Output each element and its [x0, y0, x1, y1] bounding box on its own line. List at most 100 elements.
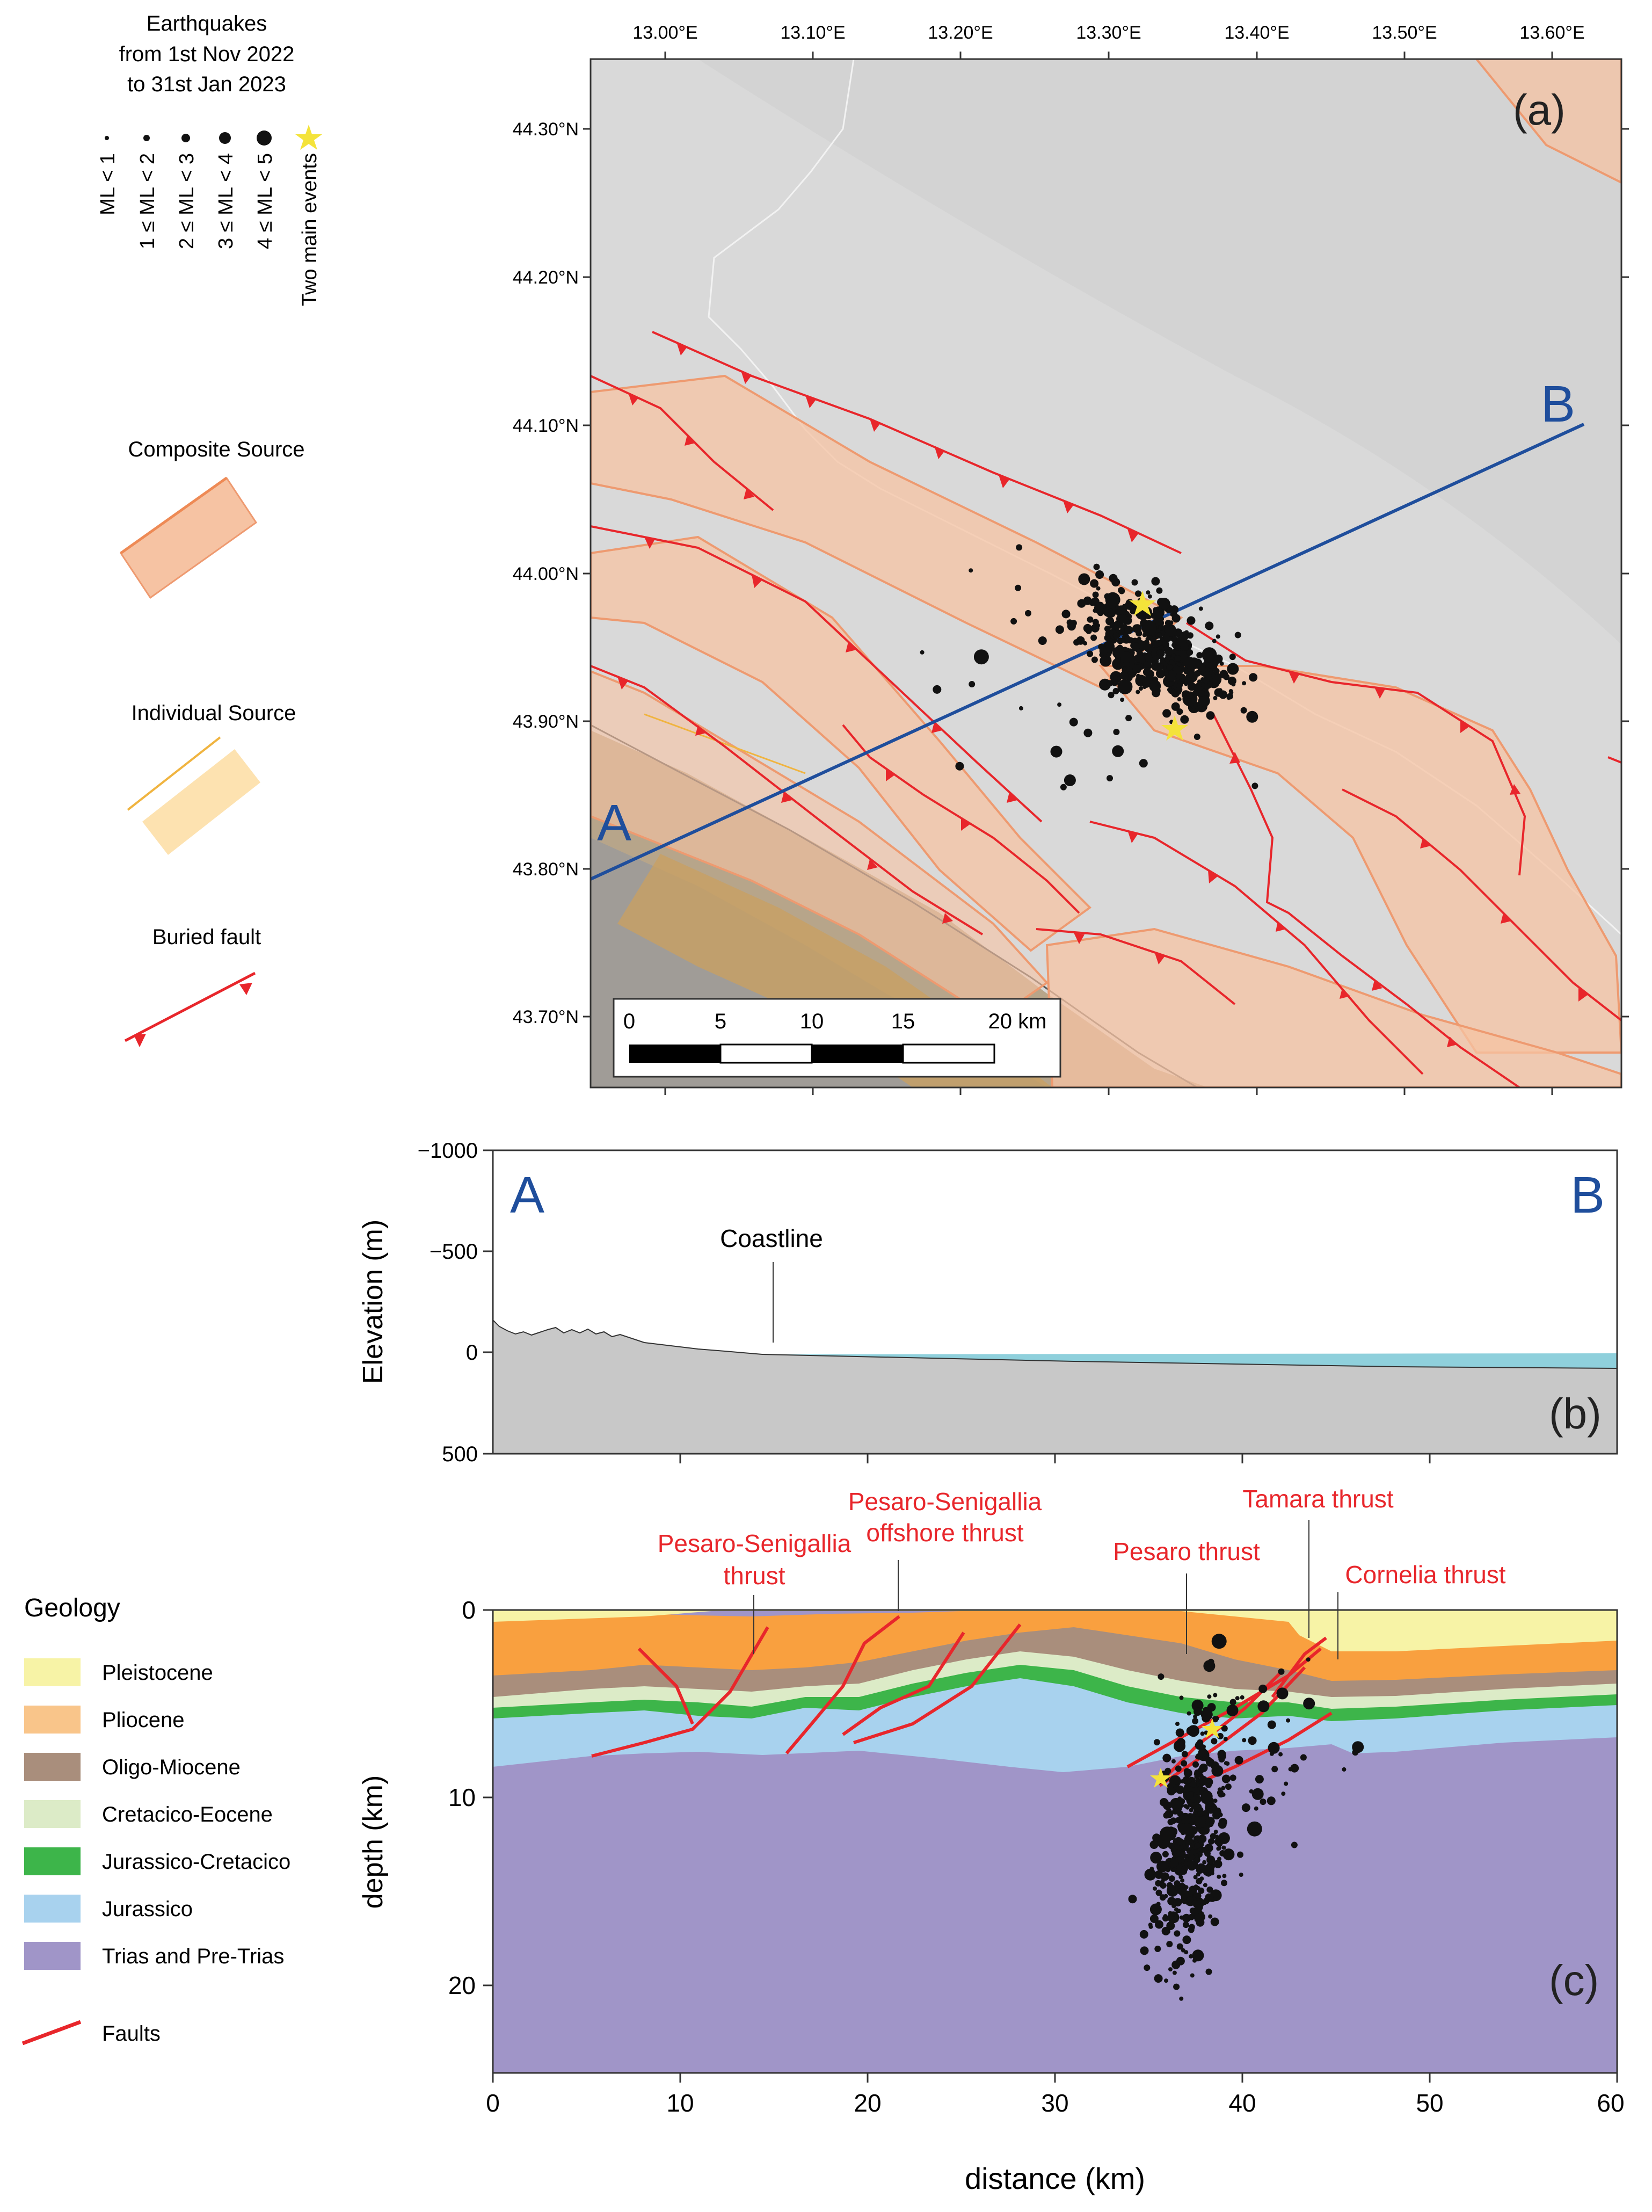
map-quake-148	[1205, 621, 1214, 630]
section-quake-220	[1195, 1892, 1202, 1899]
section-quake-107	[1166, 1882, 1173, 1889]
section-quake-270	[1189, 1954, 1193, 1959]
individual-source-trace-map	[644, 713, 806, 774]
section-quake-371	[1172, 1916, 1179, 1923]
fault-tick-9a	[1229, 752, 1240, 764]
map-quake-321	[1124, 626, 1133, 635]
section-quake-314	[1213, 1830, 1218, 1834]
geology-swatch-pleistocene	[24, 1658, 81, 1686]
section-quake-outlier-32	[1352, 1741, 1364, 1753]
map-quake-265	[1191, 691, 1198, 698]
fault-tick-2b	[685, 435, 695, 446]
map-quake-407	[1145, 636, 1150, 641]
map-panel: 13.00°E 13.10°E 13.20°E 13.30°E 13.40°E …	[513, 23, 1629, 1095]
map-point-a: A	[597, 794, 631, 852]
map-quake-348	[1171, 653, 1176, 658]
map-quake-outlier-3	[1136, 690, 1140, 694]
section-quake-321	[1214, 1838, 1221, 1845]
geology-swatch-trias	[24, 1942, 81, 1970]
section-quake-133	[1176, 1888, 1181, 1893]
section-quake-317	[1183, 1804, 1188, 1809]
section-quake-161	[1187, 1711, 1191, 1716]
section-quake-outlier-15	[1342, 1767, 1347, 1772]
map-quake-outlier-23	[969, 681, 976, 687]
composite-source-3	[1098, 665, 1621, 1054]
section-quake-373	[1193, 1884, 1198, 1889]
section-quake-124	[1196, 1878, 1203, 1884]
section-xtick-label-0: 0	[486, 2089, 500, 2117]
section-quake-374	[1206, 1817, 1215, 1826]
section-quake-281	[1181, 1823, 1193, 1835]
map-quake-23	[1198, 606, 1203, 611]
section-quake-282	[1192, 1761, 1199, 1768]
section-quake-outlier-18	[1240, 1695, 1245, 1700]
map-quake-190	[1242, 681, 1247, 686]
map-quake-391	[1229, 654, 1236, 661]
section-quake-outlier-4	[1241, 1803, 1250, 1812]
geology-legend: Geology Pleistocene Pliocene Oligo-Mioce…	[21, 1594, 290, 2046]
profile-ground	[493, 1319, 1617, 1454]
section-quake-351	[1193, 1714, 1198, 1719]
section-quake-22	[1206, 1886, 1213, 1893]
sea-shading	[698, 59, 1621, 644]
section-quake-outlier-58	[1291, 1841, 1298, 1848]
section-quake-112	[1159, 1894, 1166, 1901]
section-quake-outlier-31	[1258, 1775, 1263, 1780]
fault-tick-4d	[867, 859, 878, 870]
scale-segment-2	[719, 1043, 813, 1064]
map-quake-416	[1134, 654, 1143, 663]
map-quake-377	[1092, 619, 1099, 626]
section-quake-358	[1229, 1774, 1236, 1781]
section-quake-outlier-10	[1276, 1687, 1289, 1700]
fault-trace-10	[1342, 788, 1621, 1021]
scale-segment-3	[812, 1045, 903, 1063]
map-quake-318	[1198, 695, 1210, 707]
profile-panel: −1000 −500 0 500 Elevation (m) A B Coast…	[358, 1139, 1618, 1466]
map-quake-406	[1171, 643, 1176, 648]
map-quake-359	[1109, 574, 1118, 583]
section-quake-348	[1194, 1903, 1203, 1912]
section-quake-157	[1149, 1903, 1162, 1916]
section-quake-189	[1213, 1859, 1222, 1868]
section-quake-366	[1194, 1842, 1201, 1849]
section-quake-291	[1189, 1839, 1194, 1844]
map-quake-337	[1184, 681, 1188, 686]
map-quake-78	[1093, 563, 1100, 570]
map-quake-221	[1131, 579, 1138, 586]
profile-ylabel: Elevation (m)	[358, 1220, 389, 1384]
section-quake-outlier-43	[1306, 1657, 1311, 1662]
map-quake-404	[1187, 692, 1193, 699]
map-quake-outlier-26	[1087, 650, 1094, 657]
section-quake-305	[1217, 1789, 1224, 1796]
map-quake-outlier-7	[1057, 702, 1062, 707]
section-quake-328	[1174, 1740, 1185, 1752]
section-quake-182	[1221, 1845, 1226, 1850]
mag-dot-ml4	[257, 130, 272, 146]
scale-label-15: 15	[891, 1010, 915, 1033]
section-quake-outlier-41	[1260, 1798, 1267, 1805]
label-pesaro-senigallia-2: thrust	[723, 1562, 785, 1590]
section-quake-35	[1163, 1914, 1168, 1919]
fault-trace-1	[652, 331, 1182, 554]
section-quake-263	[1208, 1838, 1214, 1845]
section-quake-225	[1174, 1880, 1181, 1887]
map-fault-8	[1185, 622, 1526, 876]
map-quake-380	[1149, 680, 1161, 692]
section-fault-5	[853, 1623, 1022, 1744]
map-quake-419	[1177, 662, 1182, 667]
buried-fault-triangle-2	[239, 983, 252, 995]
lat-label-4400: 44.00°N	[513, 564, 579, 584]
map-quake-81	[1180, 715, 1189, 724]
map-quake-138	[1196, 652, 1203, 659]
map-quake-349	[1158, 625, 1165, 631]
section-quake-361	[1192, 1717, 1199, 1724]
main-event-star-2	[1161, 715, 1188, 741]
map-quake-216	[1119, 671, 1129, 680]
map-quake-341	[1104, 634, 1111, 641]
map-quake-405	[1198, 690, 1205, 697]
section-quake-outlier-21	[1224, 1761, 1228, 1766]
map-quake-outlier-4	[1125, 715, 1132, 722]
individual-source-swatch	[142, 749, 260, 855]
section-quake-377	[1208, 1914, 1213, 1919]
section-quake-outlier-59	[1175, 1722, 1180, 1726]
